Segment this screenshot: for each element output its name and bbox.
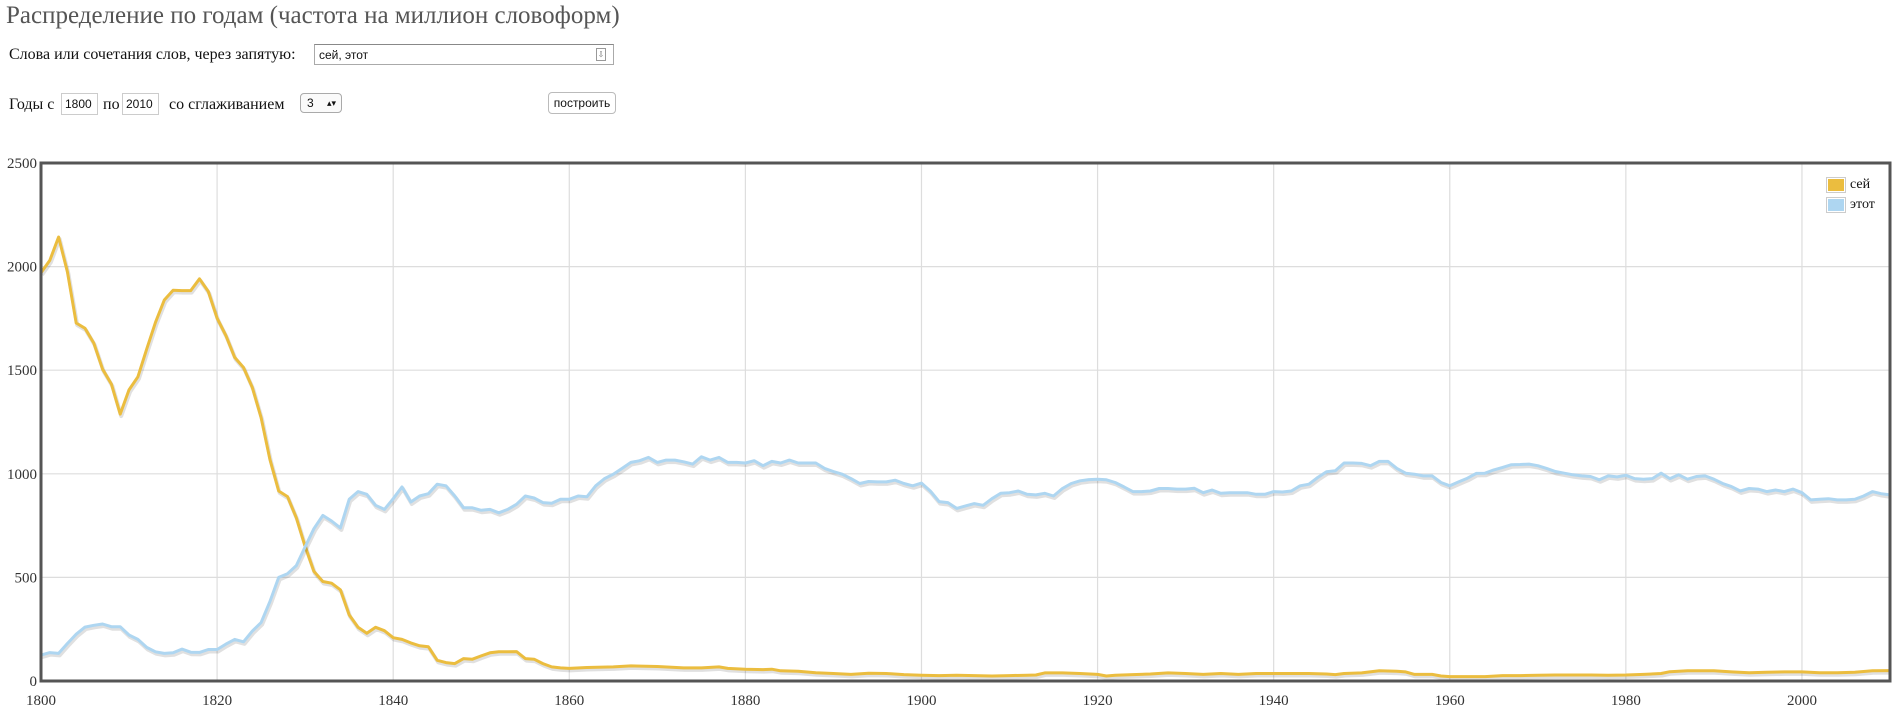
series-line-etot — [40, 455, 1891, 657]
legend-item-etot: этот — [1826, 195, 1875, 215]
x-tick-label: 1820 — [202, 693, 232, 709]
x-tick-label: 1880 — [730, 693, 760, 709]
select-arrows-icon: ▴▾ — [326, 98, 336, 108]
years-to-label: по — [103, 96, 120, 113]
year-from-input[interactable]: 1800 — [61, 93, 98, 115]
y-tick-label: 1500 — [7, 363, 37, 379]
words-input-value: сей, этот — [319, 48, 369, 62]
x-tick-label: 1960 — [1435, 693, 1465, 709]
y-tick-label: 0 — [30, 674, 38, 690]
legend-swatch-etot — [1826, 197, 1846, 213]
smoothing-select[interactable]: 3 ▴▾ — [300, 93, 342, 113]
x-tick-label: 1860 — [554, 693, 584, 709]
keyboard-icon[interactable]: ⇩ — [596, 48, 606, 61]
series-shadow-etot — [41, 456, 1892, 660]
plot-frame — [39, 161, 1892, 683]
x-tick-label: 1980 — [1611, 693, 1641, 709]
smoothing-label: со сглаживанием — [169, 96, 285, 113]
y-tick-label: 1000 — [7, 467, 37, 483]
words-label: Слова или сочетания слов, через запятую: — [9, 46, 296, 63]
legend-label-sei: сей — [1850, 177, 1871, 192]
y-tick-label: 500 — [15, 570, 38, 586]
legend-swatch-sei — [1826, 177, 1846, 193]
x-tick-label: 1900 — [906, 693, 936, 709]
year-to-input[interactable]: 2010 — [122, 93, 159, 115]
plot-area — [41, 163, 1890, 681]
series-line-sei — [39, 235, 1891, 679]
x-tick-label: 1800 — [26, 693, 56, 709]
legend: сей этот — [1826, 175, 1875, 215]
x-tick-label: 1940 — [1259, 693, 1289, 709]
years-from-label: Годы с — [9, 96, 55, 113]
x-tick-label: 2000 — [1787, 693, 1817, 709]
x-tick-label: 1840 — [378, 693, 408, 709]
legend-label-etot: этот — [1850, 197, 1875, 212]
words-input[interactable]: сей, этот ⇩ — [314, 44, 614, 65]
y-tick-label: 2500 — [7, 156, 37, 172]
build-button[interactable]: построить — [548, 92, 616, 114]
page-title: Распределение по годам (частота на милли… — [6, 2, 620, 29]
legend-item-sei: сей — [1826, 175, 1875, 195]
smoothing-value: 3 — [307, 96, 314, 110]
x-tick-label: 1920 — [1083, 693, 1113, 709]
y-tick-label: 2000 — [7, 260, 37, 276]
